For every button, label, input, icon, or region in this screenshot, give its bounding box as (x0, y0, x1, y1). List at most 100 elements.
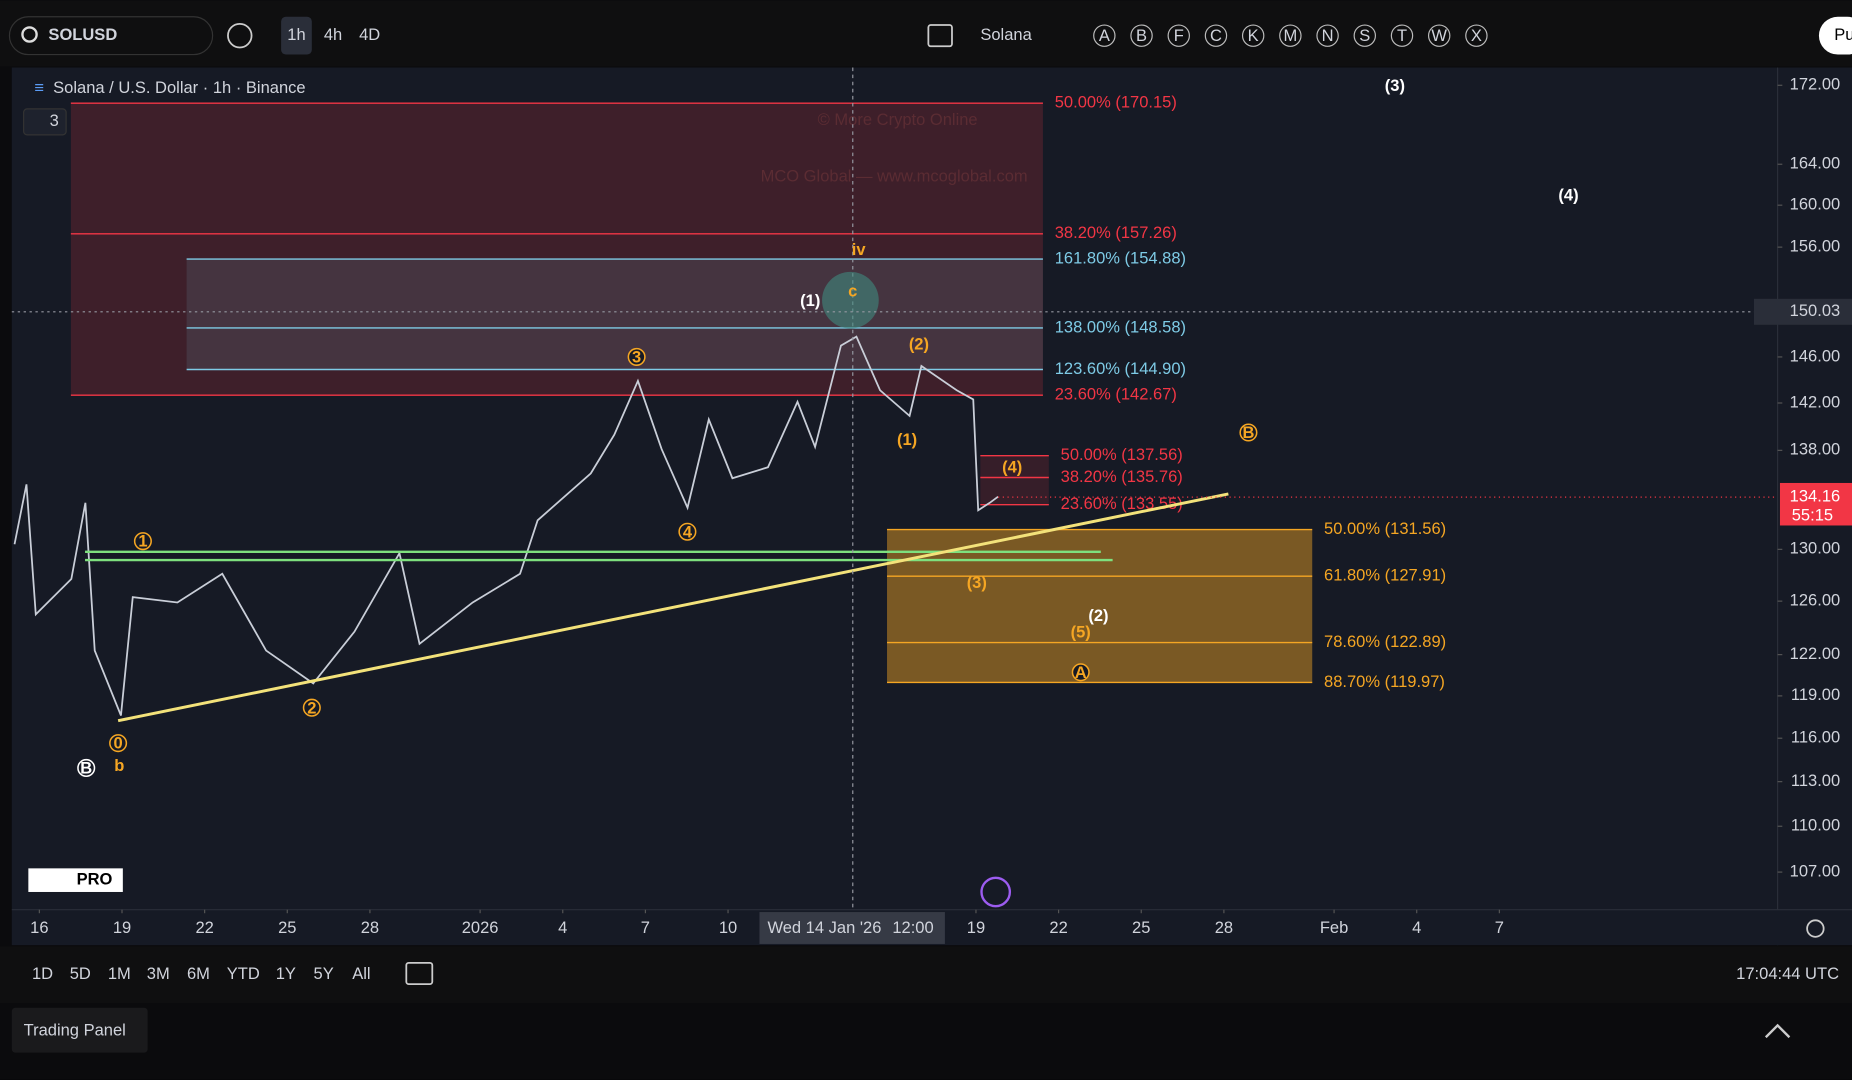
compare-button[interactable] (227, 22, 253, 49)
y-tick-label: 130.00 (1790, 539, 1841, 558)
letter-circle[interactable] (1204, 24, 1228, 47)
y-tick-label: 138.00 (1790, 440, 1841, 459)
crosshair-price: 150.03 (1790, 301, 1841, 320)
publish-label[interactable]: Pu (1834, 25, 1852, 44)
letter-circle[interactable] (1093, 24, 1116, 47)
x-tick-label: 7 (1495, 918, 1504, 937)
letter-circle[interactable] (1390, 24, 1414, 47)
interval[interactable]: 4h (324, 25, 342, 44)
wave-circle (627, 347, 646, 366)
symbol-search[interactable] (8, 16, 214, 56)
letter[interactable]: B (1136, 26, 1147, 45)
x-tick-label: 2026 (462, 918, 499, 937)
wave-circle (133, 532, 152, 551)
watermark-sub: MCO Global — www.mcoglobal.com (761, 167, 1028, 186)
x-tick-label: 16 (30, 918, 48, 937)
letter[interactable]: N (1322, 26, 1334, 45)
range-button[interactable]: YTD (227, 964, 260, 983)
fib-zone (887, 529, 1313, 683)
wave-label: iv (852, 240, 867, 259)
fib-zone (186, 259, 1043, 370)
letter-circle[interactable] (1427, 24, 1451, 47)
chart-area (11, 67, 1778, 910)
publish-button[interactable] (1818, 16, 1852, 55)
wave-label: 4 (683, 522, 693, 541)
x-tick-label: 10 (719, 918, 737, 937)
range-button[interactable]: 6M (187, 964, 210, 983)
y-tick-label: 146.00 (1790, 346, 1841, 365)
logo (28, 868, 123, 892)
plot: 50.00% (170.15) 38.20% (157.26) 23.60% (14… (13, 93, 1446, 716)
wave-label: (1) (800, 291, 820, 310)
y-tick-label: 156.00 (1790, 236, 1841, 255)
fib-label: 23.60% (142.67) (1055, 385, 1177, 404)
cursor-highlight (822, 271, 879, 329)
watchlist[interactable]: Solana (980, 25, 1032, 44)
letter[interactable]: X (1471, 26, 1482, 45)
letter-circle[interactable] (1353, 24, 1377, 47)
letter[interactable]: T (1397, 26, 1407, 45)
price-line (13, 335, 999, 716)
range-button[interactable]: 1D (32, 964, 53, 983)
interval[interactable]: 1h (287, 25, 305, 44)
x-tick-label: 28 (361, 918, 379, 937)
letter[interactable]: M (1283, 26, 1297, 45)
letter[interactable]: C (1210, 26, 1222, 45)
fib-zone (980, 455, 1049, 505)
crosshair-hour: 12:00 (892, 918, 933, 937)
wave-label: A (1075, 663, 1087, 682)
range-buttons: 1D 5D 1M 3M 6M YTD 1Y 5Y All (32, 964, 371, 983)
letter[interactable]: W (1431, 26, 1447, 45)
x-tick-label: 4 (558, 918, 567, 937)
letter-circle[interactable] (1241, 24, 1265, 47)
wave-circle (1239, 423, 1258, 442)
letter-circle[interactable] (1130, 24, 1153, 47)
range-button[interactable]: 5D (70, 964, 91, 983)
x-tick-label: 4 (1412, 918, 1421, 937)
wave-label: (4) (1558, 186, 1578, 205)
watermark: © More Crypto Online (818, 110, 978, 129)
expand-icon[interactable] (1764, 1023, 1791, 1039)
wave-label: 0 (114, 734, 123, 753)
letter[interactable]: K (1248, 26, 1259, 45)
search-icon (21, 26, 38, 43)
fib-label: 78.60% (122.89) (1324, 632, 1446, 651)
indicators-toggle[interactable] (23, 108, 67, 136)
range-button[interactable]: 1Y (276, 964, 296, 983)
range-button[interactable]: All (352, 964, 370, 983)
letter-circle[interactable] (1465, 24, 1488, 47)
y-tick-label: 119.00 (1791, 685, 1840, 704)
symbol[interactable]: SOLUSD (48, 25, 117, 44)
countdown: 55:15 (1792, 505, 1833, 524)
wave-circle (109, 734, 128, 753)
letter[interactable]: S (1359, 26, 1370, 45)
interval[interactable]: 4D (359, 25, 380, 44)
fib-label: 50.00% (137.56) (1061, 445, 1183, 464)
letter-circle[interactable] (1167, 24, 1190, 47)
toolbar (0, 0, 1852, 67)
wave-label: (4) (1002, 457, 1022, 476)
trading-panel[interactable]: Trading Panel (24, 1021, 126, 1040)
range-button[interactable]: 5Y (314, 964, 334, 983)
range-button[interactable]: 1M (108, 964, 131, 983)
letter[interactable]: A (1099, 26, 1110, 45)
trading-panel-tab[interactable] (11, 1007, 148, 1053)
date-range-button[interactable] (405, 961, 434, 985)
x-tick-label: 25 (1132, 918, 1150, 937)
last-price-bg (1779, 482, 1852, 526)
range-button[interactable]: 3M (147, 964, 170, 983)
wave-circle (1071, 663, 1090, 682)
letter[interactable]: F (1174, 26, 1184, 45)
layout-button[interactable] (927, 24, 953, 48)
settings-icon[interactable] (1806, 919, 1825, 938)
x-tick-label: 19 (967, 918, 985, 937)
y-tick-label: 172.00 (1790, 75, 1841, 94)
letter-circle[interactable] (1316, 24, 1339, 47)
fib-zone (70, 103, 1043, 396)
letter-circle[interactable] (1279, 24, 1302, 47)
alert-icon[interactable] (980, 876, 1012, 908)
indicator-count[interactable]: 3 (50, 111, 59, 130)
y-tick-label: 113.00 (1791, 771, 1840, 790)
wave-label: (2) (909, 334, 929, 353)
wave-label: 3 (632, 347, 641, 366)
